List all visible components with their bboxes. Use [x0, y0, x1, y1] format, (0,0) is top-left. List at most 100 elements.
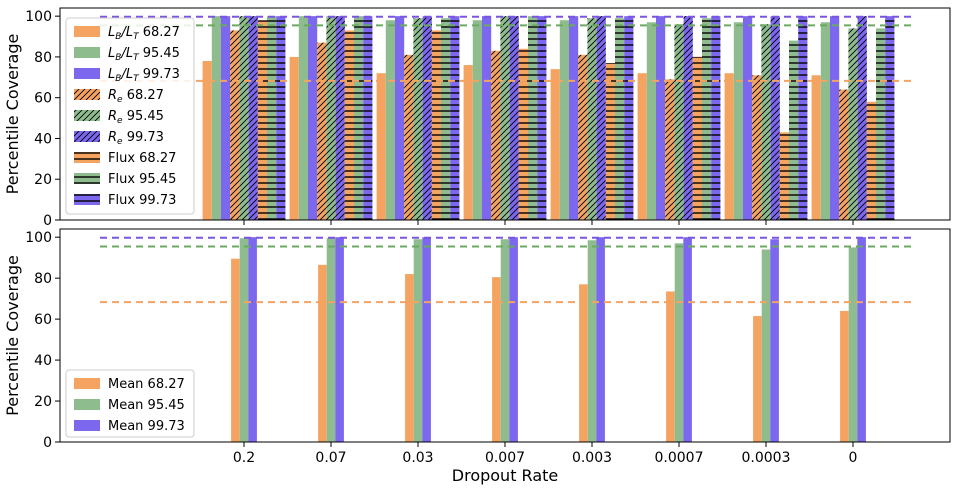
bar-hatch	[857, 16, 867, 221]
bar-hatch	[885, 16, 895, 221]
legend-label: LB/LT 95.45	[108, 46, 180, 63]
bar	[422, 237, 431, 442]
legend-label: LB/LT 68.27	[108, 25, 180, 42]
bar	[753, 316, 762, 442]
bar-hatch	[578, 54, 588, 221]
bar	[463, 65, 473, 220]
bar	[840, 310, 849, 442]
legend-swatch-hatch	[74, 110, 100, 121]
bar-hatch	[702, 18, 712, 221]
bar-hatch	[518, 48, 528, 221]
bar	[492, 277, 501, 442]
bar	[472, 20, 482, 220]
bar-hatch	[674, 24, 684, 220]
bar	[674, 243, 684, 442]
bar-hatch	[276, 16, 286, 221]
legend-label: Mean 95.45	[108, 398, 185, 413]
bar-hatch	[605, 63, 615, 221]
bar	[683, 237, 692, 442]
bar	[848, 247, 858, 442]
bar-hatch	[761, 24, 771, 220]
bar-hatch	[344, 30, 354, 220]
bar	[559, 20, 569, 220]
bar	[646, 22, 656, 221]
bar-hatch	[500, 16, 510, 221]
bar	[579, 284, 588, 442]
legend-label: Flux 68.27	[108, 151, 176, 166]
legend-swatch	[74, 378, 100, 389]
bar-hatch	[326, 16, 336, 221]
bar-hatch	[363, 16, 373, 221]
y-tick-label: 60	[34, 312, 52, 328]
bar-hatch	[509, 16, 519, 221]
legend-label: Re 99.73	[108, 130, 164, 147]
bar	[761, 249, 771, 442]
bar	[376, 73, 386, 220]
bar-hatch	[441, 18, 451, 221]
bar	[770, 239, 779, 442]
bar	[318, 264, 327, 442]
bar-hatch	[615, 18, 625, 221]
bar-hatch	[239, 16, 249, 221]
bar	[221, 16, 231, 221]
bar-hatch	[711, 16, 721, 221]
bar-hatch	[665, 79, 675, 220]
legend-swatch	[74, 420, 100, 431]
bar	[289, 56, 299, 220]
bar-hatch	[422, 16, 432, 221]
x-tick-label: 0.003	[572, 450, 612, 466]
bar-hatch	[335, 16, 345, 221]
y-axis-label: Percentile Coverage	[3, 255, 22, 416]
y-tick-label: 100	[25, 9, 52, 25]
bar	[500, 239, 510, 442]
bar-hatch	[596, 16, 606, 221]
bar-hatch	[267, 16, 277, 221]
bar	[820, 22, 830, 221]
y-tick-label: 0	[43, 213, 52, 229]
bar-hatch	[248, 16, 258, 221]
bar-hatch	[779, 132, 789, 220]
bar-hatch	[528, 16, 538, 221]
bar	[637, 73, 647, 220]
bar-hatch	[752, 75, 762, 221]
bar	[405, 274, 414, 442]
bar	[326, 238, 336, 442]
x-tick-label: 0.0007	[655, 450, 704, 466]
legend-label: Flux 99.73	[108, 193, 176, 208]
legend-swatch-hatch	[74, 152, 100, 163]
legend-swatch	[74, 399, 100, 410]
bar-hatch	[431, 30, 441, 220]
y-tick-label: 20	[34, 394, 52, 410]
y-tick-label: 100	[25, 230, 52, 246]
bar-hatch	[798, 16, 808, 221]
y-tick-label: 60	[34, 91, 52, 107]
bar-hatch	[683, 16, 693, 221]
bar	[724, 73, 734, 220]
y-tick-label: 80	[34, 271, 52, 287]
x-tick-label: 0	[849, 450, 858, 466]
x-axis-label: Dropout Rate	[452, 466, 558, 485]
bar-hatch	[876, 28, 886, 221]
y-tick-label: 0	[43, 435, 52, 451]
bar-hatch	[848, 28, 858, 221]
y-tick-label: 40	[34, 131, 52, 147]
bar	[596, 237, 605, 442]
bar-hatch	[624, 16, 634, 221]
legend-box	[65, 17, 195, 215]
bar	[395, 16, 405, 221]
bar	[550, 69, 560, 221]
legend-swatch	[74, 47, 100, 58]
bar-hatch	[789, 40, 799, 220]
bar	[308, 16, 318, 221]
bar	[569, 16, 579, 221]
bar	[248, 237, 257, 442]
x-tick-label: 0.0003	[742, 450, 791, 466]
bar-hatch	[839, 89, 849, 221]
bar-hatch	[587, 18, 597, 221]
y-tick-label: 20	[34, 172, 52, 188]
legend-label: Re 95.45	[108, 109, 164, 126]
bar	[202, 61, 212, 220]
bar	[385, 20, 395, 220]
